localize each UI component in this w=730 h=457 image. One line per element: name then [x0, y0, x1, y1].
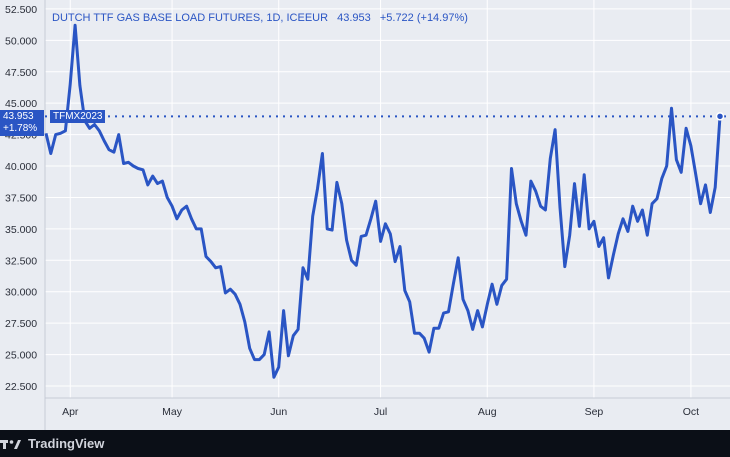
y-tick-label: 25.000	[5, 350, 37, 362]
y-tick-label: 22.500	[5, 381, 37, 393]
vertical-grid	[69, 0, 692, 398]
last-point-marker	[715, 112, 725, 121]
y-tick-label: 37.500	[5, 192, 37, 204]
tradingview-brand[interactable]: TradingView	[28, 436, 105, 451]
last-price-value: 43.953	[337, 12, 371, 24]
price-chart[interactable]: 22.500 25.000 27.500 30.000 32.500 35.000 37.5…	[0, 0, 730, 430]
price-change: +5.722 (+14.97%)	[380, 12, 468, 24]
series-line	[44, 23, 722, 379]
y-tick-label: 27.500	[5, 318, 37, 330]
symbol-badge: TFMX2023	[50, 110, 106, 123]
y-tick-label: 47.500	[5, 67, 37, 79]
x-tick-label-may: May	[162, 406, 183, 418]
x-tick-label-oct: Oct	[683, 406, 699, 418]
y-tick-label: 40.000	[5, 161, 37, 173]
x-tick-label-apr: Apr	[62, 406, 79, 418]
x-axis-labels: Apr May Jun Jul Aug Sep Oct	[62, 406, 699, 418]
current-price-label: 43.953	[3, 111, 34, 122]
footer-bar: TradingView	[0, 430, 730, 457]
tradingview-logo-icon[interactable]	[0, 436, 26, 452]
x-tick-label-jun: Jun	[270, 406, 287, 418]
y-tick-label: 45.000	[5, 98, 37, 110]
current-change-label: +1.78%	[3, 123, 38, 134]
horizontal-grid	[45, 8, 730, 387]
x-tick-label-aug: Aug	[478, 406, 497, 418]
x-tick-label-sep: Sep	[585, 406, 604, 418]
x-tick-label-jul: Jul	[374, 406, 387, 418]
y-tick-label: 30.000	[5, 287, 37, 299]
y-tick-label: 32.500	[5, 255, 37, 267]
symbol-title: DUTCH TTF GAS BASE LOAD FUTURES, 1D, ICE…	[52, 12, 328, 24]
current-price-badge: 43.953 +1.78%	[0, 110, 44, 136]
y-tick-label: 35.000	[5, 224, 37, 236]
y-tick-label: 52.500	[5, 4, 37, 16]
y-axis-labels: 22.500 25.000 27.500 30.000 32.500 35.000 37.5…	[5, 4, 37, 393]
y-tick-label: 50.000	[5, 35, 37, 47]
chart-header: DUTCH TTF GAS BASE LOAD FUTURES, 1D, ICE…	[52, 12, 468, 24]
